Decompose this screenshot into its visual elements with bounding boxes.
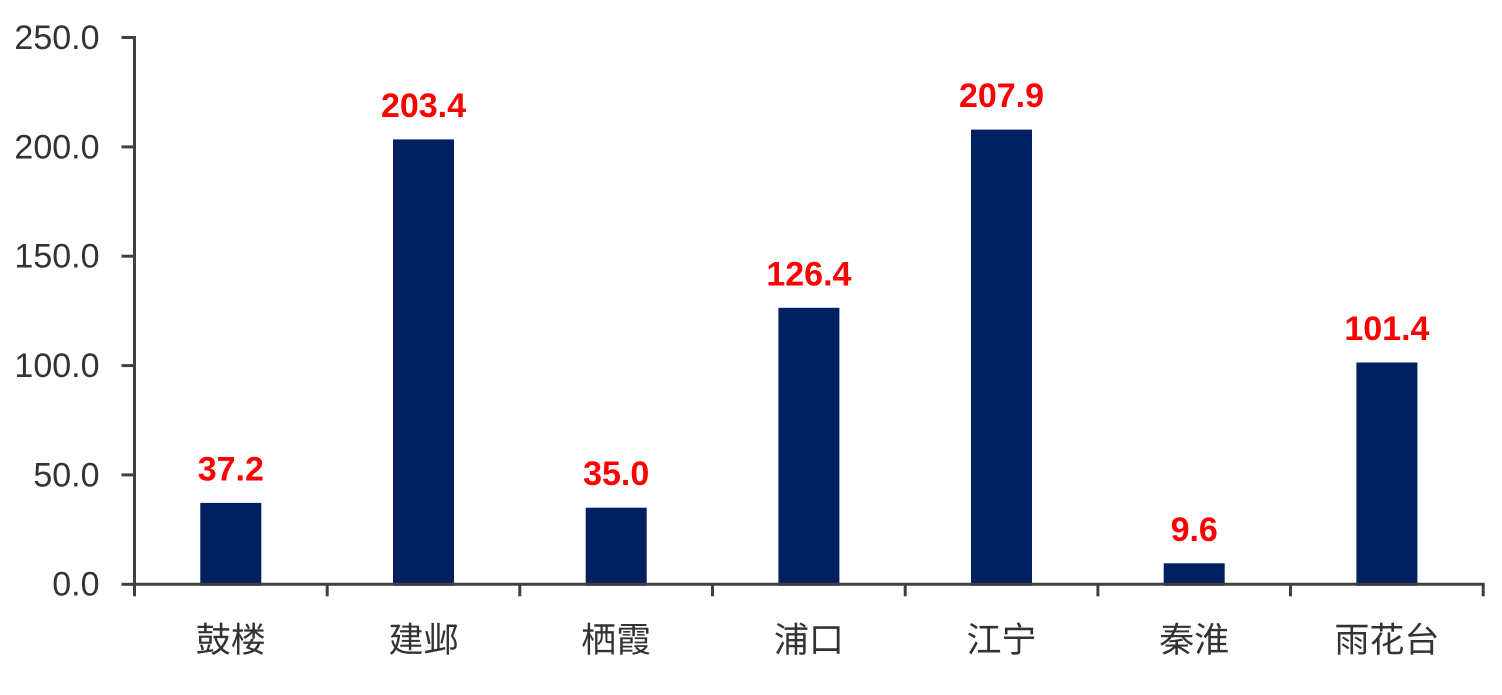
svg-text:37.2: 37.2 — [198, 450, 264, 488]
svg-text:250.0: 250.0 — [14, 19, 99, 57]
svg-text:101.4: 101.4 — [1344, 310, 1429, 348]
svg-text:126.4: 126.4 — [766, 255, 851, 293]
svg-text:9.6: 9.6 — [1171, 511, 1218, 549]
svg-text:35.0: 35.0 — [583, 455, 649, 493]
svg-text:203.4: 203.4 — [381, 87, 466, 125]
svg-text:200.0: 200.0 — [14, 128, 99, 166]
svg-text:100.0: 100.0 — [14, 347, 99, 385]
svg-text:207.9: 207.9 — [959, 77, 1044, 115]
svg-text:50.0: 50.0 — [33, 456, 99, 494]
svg-text:150.0: 150.0 — [14, 238, 99, 276]
svg-text:0.0: 0.0 — [52, 566, 99, 604]
